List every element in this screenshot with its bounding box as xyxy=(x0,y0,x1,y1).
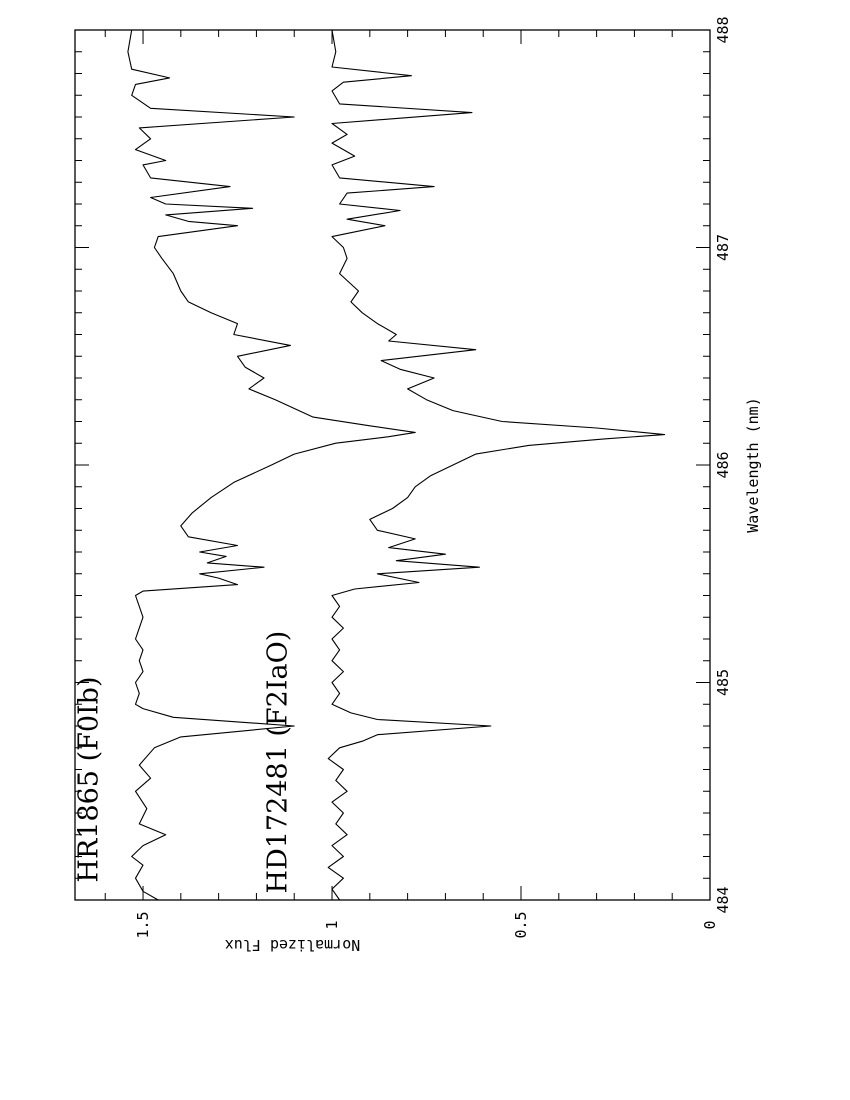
y-tick-label: 1 xyxy=(323,920,341,929)
plot-frame xyxy=(74,29,711,901)
x-tick-label: 485 xyxy=(714,669,732,696)
y-tick-label: 0.5 xyxy=(512,911,530,938)
x-axis-title: Wavelength (nm) xyxy=(744,397,762,532)
plot-root: 484 485 486 487 488 0 0.5 1 1.5 Wavelength (nm) No… xyxy=(74,16,762,954)
y-tick-label: 0 xyxy=(701,920,719,929)
series-label: HR1865 (F0Ib) xyxy=(74,676,105,882)
x-tick-label: 484 xyxy=(714,886,732,913)
x-tick-label: 486 xyxy=(714,451,732,478)
y-axis-title: Normalized Flux xyxy=(225,936,360,954)
series-line-2 xyxy=(327,29,666,901)
series-line-1 xyxy=(127,29,416,901)
series-label: HD172481 (F2IaO) xyxy=(263,631,294,894)
y-tick-label: 1.5 xyxy=(134,911,152,938)
x-tick-label: 487 xyxy=(714,234,732,261)
x-tick-label: 488 xyxy=(714,16,732,43)
